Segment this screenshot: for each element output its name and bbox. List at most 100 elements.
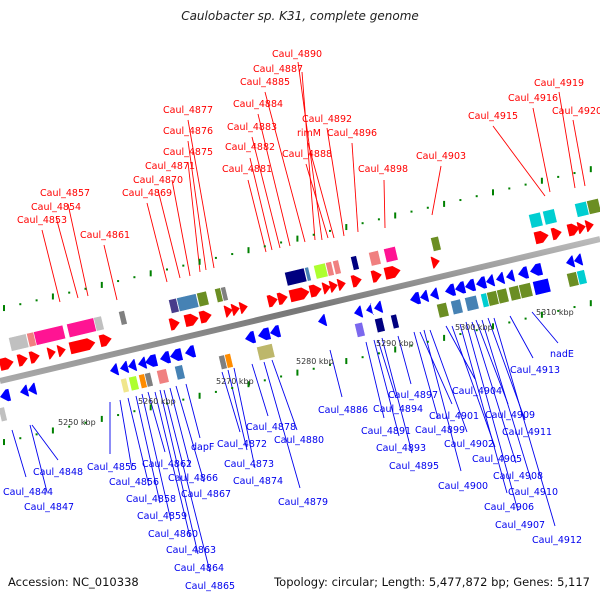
- reverse-gene-label[interactable]: Caul_4906: [459, 323, 534, 513]
- forward-gene-label[interactable]: Caul_4888: [282, 149, 332, 239]
- forward-gene-label[interactable]: Caul_4885: [240, 77, 306, 243]
- cog-feature-box: [574, 200, 590, 218]
- forward-gene-label[interactable]: Caul_4896: [327, 128, 377, 233]
- reverse-gene-label[interactable]: Caul_4904: [445, 325, 502, 397]
- forward-gene-label[interactable]: Caul_4857: [40, 188, 90, 297]
- svg-text:Caul_4906: Caul_4906: [484, 502, 534, 513]
- reverse-gene-label[interactable]: Caul_4860: [141, 393, 198, 540]
- forward-gene-label[interactable]: Caul_4853: [17, 215, 67, 303]
- reverse-gene-label[interactable]: Caul_4880: [271, 359, 324, 446]
- reverse-gene-label[interactable]: Caul_4900: [423, 329, 488, 492]
- forward-gene-label[interactable]: Caul_4883: [227, 122, 281, 249]
- forward-gene-label[interactable]: Caul_4915: [468, 111, 546, 197]
- tick-mark: [280, 375, 283, 378]
- reverse-gene-label[interactable]: Caul_4865: [163, 389, 235, 592]
- tick-mark: [524, 317, 527, 320]
- reverse-gene-label[interactable]: nadE: [531, 311, 574, 360]
- reverse-gene-label[interactable]: Caul_4874: [233, 367, 283, 487]
- forward-gene-label[interactable]: Caul_4919: [534, 78, 584, 189]
- tick-mark: [459, 199, 462, 202]
- forward-gene-label[interactable]: Caul_4881: [222, 164, 272, 253]
- tick-mark: [68, 425, 71, 428]
- svg-text:Caul_4870: Caul_4870: [133, 175, 183, 186]
- tick-mark: [589, 166, 592, 173]
- forward-gene-label[interactable]: Caul_4877: [163, 105, 215, 269]
- svg-text:Caul_4869: Caul_4869: [122, 188, 172, 199]
- reverse-gene-label[interactable]: Caul_4894: [373, 339, 423, 415]
- reverse-gene-label[interactable]: Caul_4858: [126, 397, 176, 505]
- cog-feature-box: [144, 371, 154, 388]
- reverse-gene-label[interactable]: Caul_4901: [419, 331, 479, 422]
- forward-cds-arrow: [336, 278, 346, 291]
- cog-feature-box: [436, 301, 450, 319]
- cog-feature-box: [93, 315, 105, 332]
- tick-mark: [394, 346, 397, 353]
- tick-mark: [166, 402, 168, 405]
- reverse-gene-label[interactable]: Caul_4855: [87, 402, 137, 473]
- forward-cds-arrow: [238, 302, 248, 315]
- reverse-gene-label[interactable]: Caul_4899: [413, 331, 465, 436]
- reverse-gene-label[interactable]: Caul_4912: [493, 317, 582, 546]
- reverse-gene-label[interactable]: Caul_4905: [451, 325, 522, 465]
- reverse-gene-label[interactable]: Caul_4893: [373, 339, 426, 454]
- genome-title: Caulobacter sp. K31, complete genome: [181, 9, 419, 23]
- reverse-gene-label[interactable]: Caul_4902: [429, 329, 494, 450]
- forward-gene-label[interactable]: Caul_4887: [253, 64, 316, 241]
- tick-mark: [51, 293, 54, 300]
- svg-text:Caul_4873: Caul_4873: [224, 459, 274, 470]
- reverse-gene-label[interactable]: Caul_4913: [509, 315, 560, 376]
- reverse-gene-label[interactable]: Caul_4864: [159, 389, 224, 574]
- reverse-gene-label[interactable]: Caul_4878: [246, 363, 296, 433]
- tick-mark: [117, 280, 120, 283]
- reverse-gene-label[interactable]: Caul_4909: [475, 319, 535, 421]
- reverse-gene-label[interactable]: Caul_4895: [381, 337, 439, 472]
- svg-text:Caul_4920: Caul_4920: [552, 106, 600, 117]
- forward-gene-label[interactable]: Caul_4898: [358, 164, 408, 229]
- svg-text:Caul_4886: Caul_4886: [318, 405, 368, 416]
- reverse-gene-label[interactable]: Caul_4897: [388, 335, 438, 401]
- forward-gene-label[interactable]: Caul_4903: [416, 151, 466, 216]
- reverse-gene-label[interactable]: dapF: [185, 383, 214, 453]
- reverse-gene-label[interactable]: Caul_4873: [224, 369, 274, 470]
- reverse-gene-label[interactable]: Caul_4886: [318, 349, 368, 416]
- forward-gene-label[interactable]: Caul_4884: [233, 99, 291, 247]
- forward-gene-label[interactable]: Caul_4870: [133, 175, 183, 279]
- reverse-gene-label[interactable]: Caul_4910: [481, 319, 558, 498]
- forward-gene-label[interactable]: Caul_4916: [508, 93, 558, 193]
- reverse-gene-label[interactable]: Caul_4891: [361, 341, 411, 437]
- cog-feature-box: [220, 286, 229, 302]
- reverse-gene-label[interactable]: Caul_4859: [135, 395, 187, 522]
- forward-gene-label[interactable]: Caul_4854: [31, 202, 81, 299]
- reverse-gene-label[interactable]: Caul_4848: [31, 424, 83, 478]
- svg-text:Caul_4911: Caul_4911: [502, 427, 552, 438]
- forward-gene-label[interactable]: Caul_4869: [122, 188, 172, 283]
- forward-gene-label[interactable]: Caul_4882: [225, 142, 275, 251]
- forward-gene-label[interactable]: Caul_4876: [163, 126, 213, 271]
- svg-text:Caul_4913: Caul_4913: [510, 365, 560, 376]
- forward-gene-label[interactable]: rimM: [297, 128, 335, 239]
- reverse-cds-arrow: [566, 255, 576, 268]
- reverse-gene-label[interactable]: Caul_4866: [168, 387, 218, 484]
- forward-gene-label[interactable]: Caul_4875: [163, 147, 213, 273]
- forward-gene-label[interactable]: Caul_4892: [302, 114, 352, 237]
- forward-gene-label[interactable]: Caul_4920: [552, 106, 600, 187]
- reverse-gene-label[interactable]: Caul_4862: [142, 391, 192, 470]
- reverse-gene-label[interactable]: Caul_4867: [175, 385, 231, 500]
- reverse-gene-label[interactable]: Caul_4879: [263, 361, 328, 508]
- reverse-gene-label[interactable]: Caul_4847: [24, 424, 74, 513]
- tick-mark: [149, 270, 152, 277]
- tick-mark: [231, 253, 234, 256]
- reverse-gene-label[interactable]: Caul_4872: [217, 371, 267, 450]
- forward-gene-label[interactable]: Caul_4861: [80, 230, 130, 301]
- reverse-gene-label[interactable]: Caul_4863: [154, 391, 216, 556]
- forward-cds-arrow: [183, 313, 199, 328]
- reverse-gene-label[interactable]: Caul_4844: [3, 429, 53, 498]
- cog-feature-box: [66, 317, 98, 339]
- tick-mark: [247, 381, 250, 388]
- reverse-gene-label[interactable]: Caul_4907: [465, 321, 545, 531]
- cog-feature-box: [313, 262, 329, 280]
- genome-backbone: [0, 236, 600, 384]
- forward-gene-label[interactable]: Caul_4871: [145, 161, 195, 277]
- reverse-gene-label[interactable]: Caul_4856: [109, 399, 159, 488]
- reverse-gene-label[interactable]: Caul_4908: [471, 321, 543, 482]
